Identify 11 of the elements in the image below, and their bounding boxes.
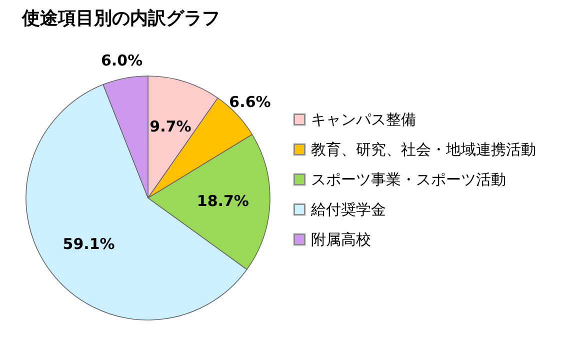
chart-title: 使途項目別の内訳グラフ bbox=[21, 8, 220, 29]
data-label: 6.6% bbox=[229, 93, 271, 112]
data-label: 18.7% bbox=[196, 192, 249, 210]
legend-label: 附属高校 bbox=[311, 230, 371, 248]
legend-label: 給付奨学金 bbox=[310, 200, 386, 218]
legend-label: スポーツ事業・スポーツ活動 bbox=[311, 170, 506, 188]
data-label: 6.0% bbox=[100, 51, 143, 70]
data-label: 9.7% bbox=[150, 117, 192, 136]
data-label: 59.1% bbox=[62, 235, 115, 254]
legend-label: 教育、研究、社会・地域連携活動 bbox=[311, 140, 536, 158]
legend-label: キャンパス整備 bbox=[311, 110, 416, 128]
